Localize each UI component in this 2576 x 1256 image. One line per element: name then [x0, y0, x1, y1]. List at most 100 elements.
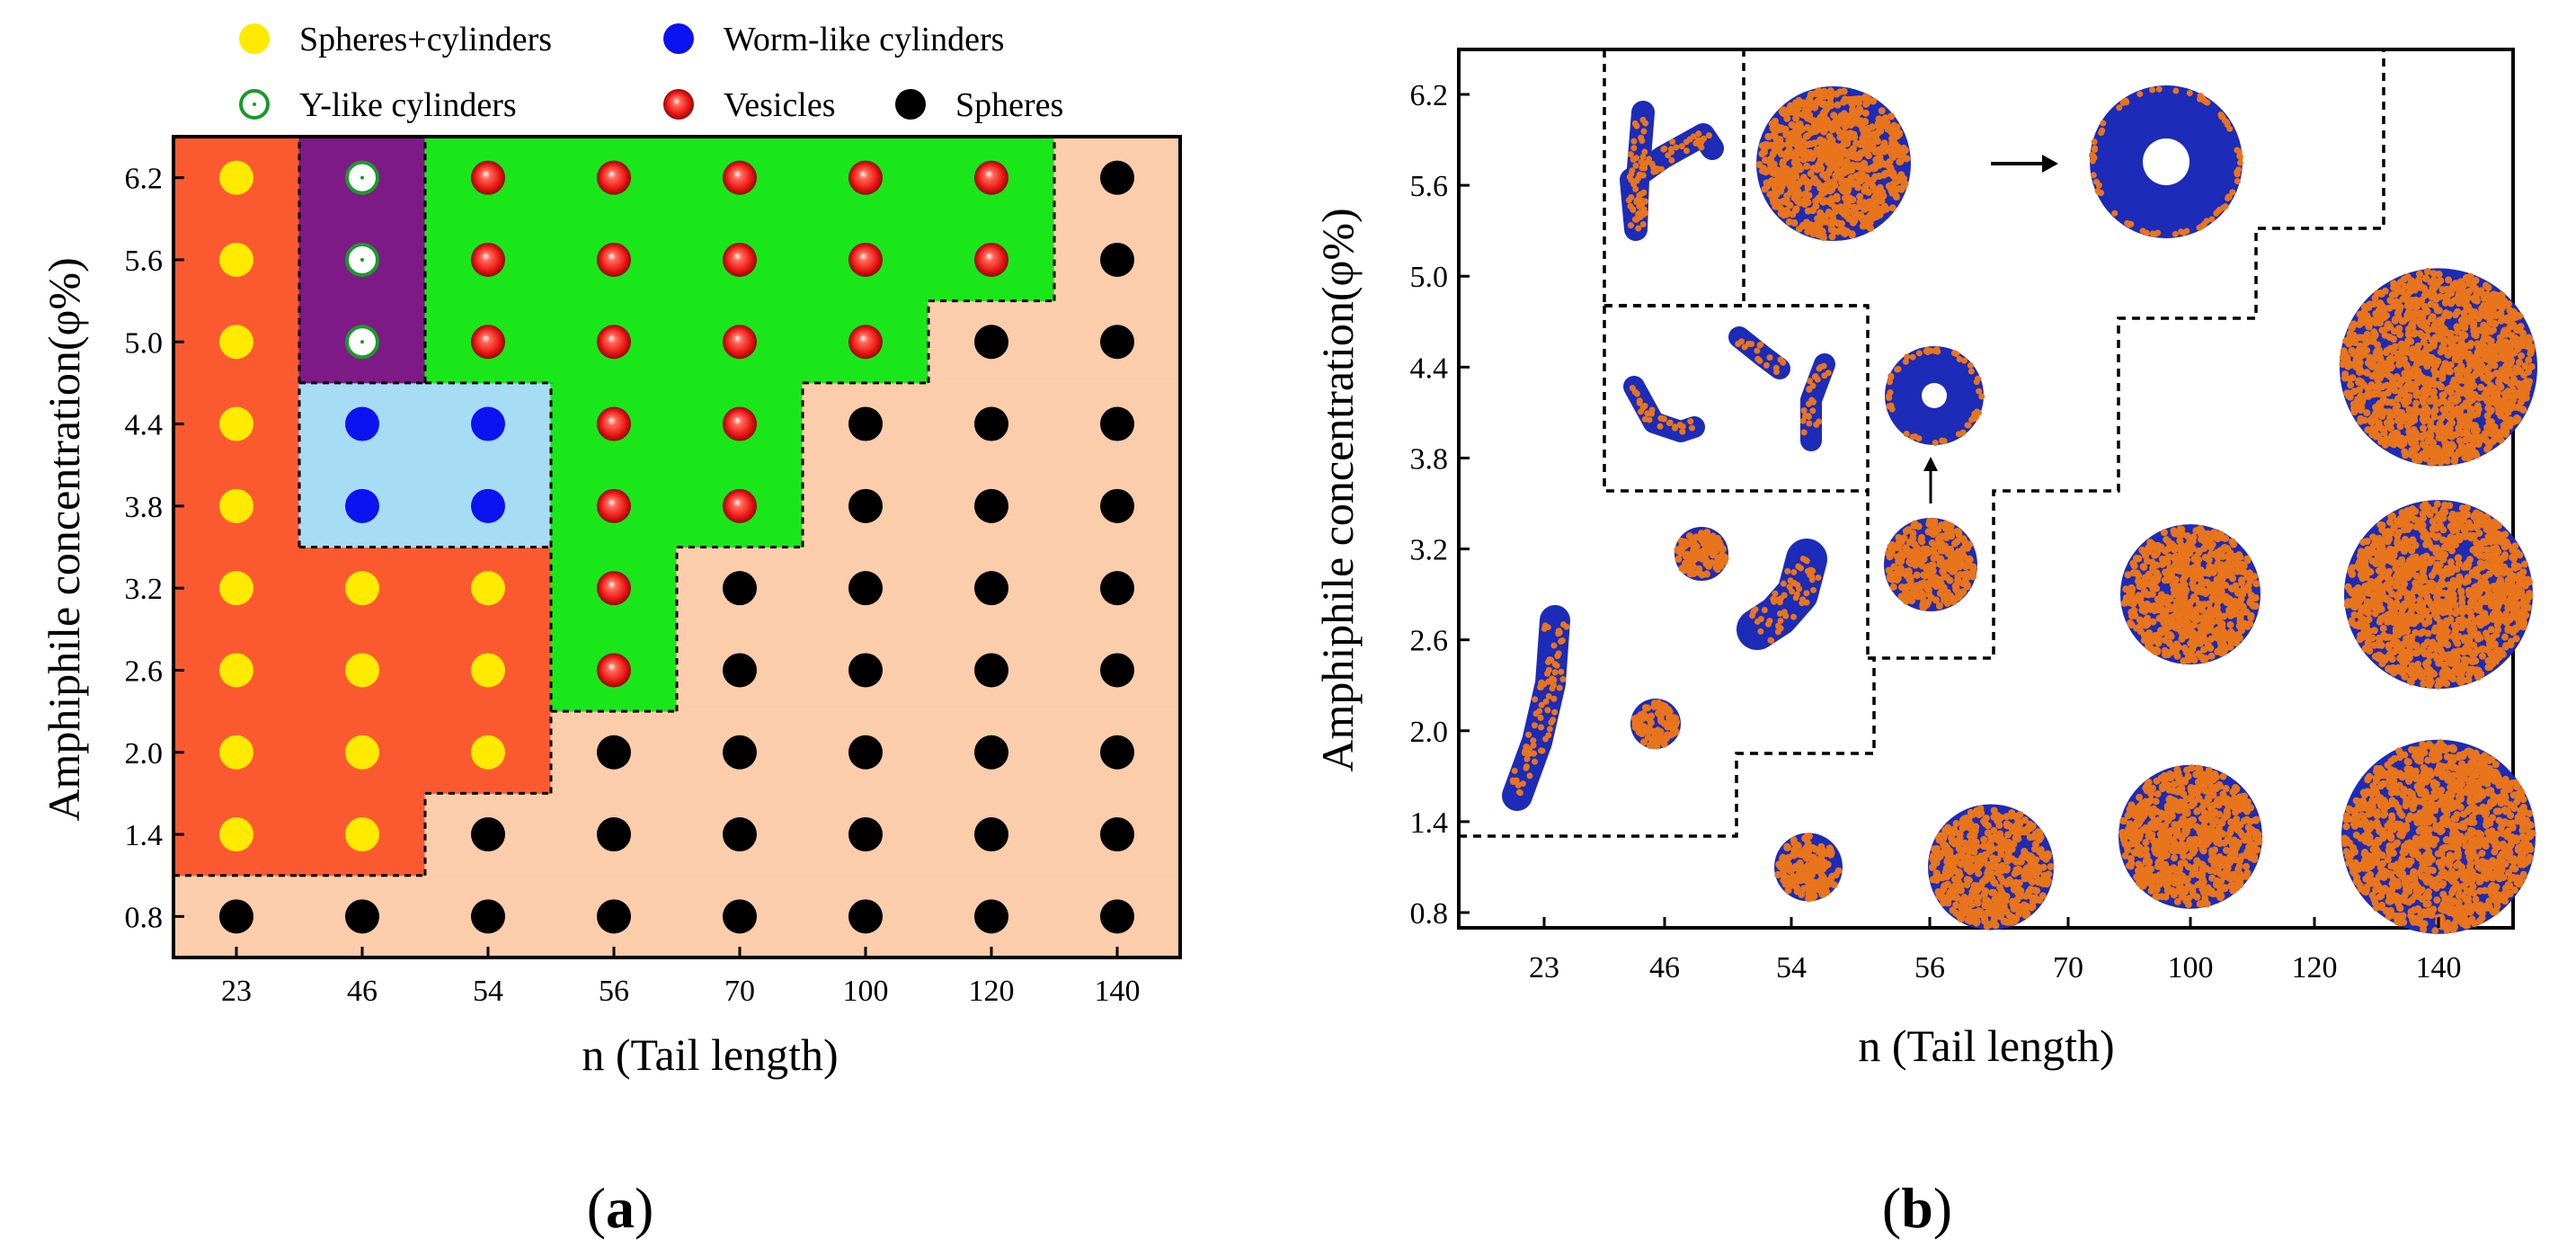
vesicle-marker: [663, 89, 694, 120]
y-tick-label: 5.0: [1410, 261, 1449, 294]
sphere-marker: [974, 653, 1008, 688]
sphere-marker: [345, 899, 379, 934]
sphere-snapshot: [2343, 500, 2534, 690]
legend-item: Vesicles: [663, 86, 836, 124]
x-tick-label: 100: [2168, 951, 2214, 984]
x-tick-label: 140: [1095, 975, 1141, 1008]
worm-cylinder-snapshot: [1799, 353, 1835, 451]
sphere-marker: [1100, 242, 1134, 277]
x-tick-label: 100: [843, 975, 889, 1008]
legend-item: Worm-like cylinders: [663, 21, 1004, 58]
y-tick-label: 6.2: [1410, 79, 1449, 112]
sphere-marker: [723, 817, 757, 852]
sphere-marker: [1100, 325, 1134, 360]
sphere-snapshot: [2120, 524, 2261, 665]
spheres-cylinders-marker: [219, 242, 253, 277]
y-like-marker-dot: [360, 340, 364, 344]
spheres-cylinders-marker: [345, 653, 379, 688]
sphere-snapshot: [1774, 833, 1843, 903]
vesicle-snapshot: [1755, 86, 1911, 242]
sphere-marker: [974, 571, 1008, 606]
y-tick-label: 3.8: [1410, 442, 1449, 476]
vesicle-marker: [597, 488, 631, 523]
sphere-marker: [1100, 571, 1134, 606]
arrow-head: [2042, 155, 2058, 173]
vesicle-snapshot: [2089, 85, 2243, 238]
vesicle-snapshot: [1885, 346, 1985, 447]
vesicle-marker: [974, 242, 1008, 277]
x-tick-label: 70: [2053, 951, 2083, 984]
sphere-marker: [974, 406, 1008, 441]
phase-markers: [219, 160, 1134, 934]
plot-frame: [172, 135, 1182, 959]
vesicle-marker: [471, 242, 505, 277]
caption-paren-right: ): [635, 1176, 653, 1240]
x-tick-label: 23: [221, 975, 252, 1008]
vesicle-marker: [597, 653, 631, 688]
boundary-line: [1603, 306, 1868, 493]
sphere-snapshot: [1674, 527, 1729, 581]
spheres-cylinders-marker: [219, 735, 253, 770]
sphere-marker: [1100, 817, 1134, 852]
sphere-snapshot: [1928, 804, 2055, 931]
spheres-cylinders-marker: [219, 571, 253, 606]
vesicle-marker: [471, 325, 505, 360]
y-tick-label: 5.6: [1410, 170, 1449, 203]
vesicle-marker: [848, 325, 883, 360]
sphere-marker: [723, 571, 757, 606]
sphere-marker: [848, 653, 883, 688]
y-tick-label: 6.2: [125, 163, 164, 196]
spheres-cylinders-marker: [219, 653, 253, 688]
caption-letter: a: [606, 1176, 635, 1240]
y-tick-label: 2.0: [125, 737, 164, 771]
x-axis-label: n (Tail length): [582, 1029, 838, 1080]
arrow-head: [1923, 457, 1938, 471]
sphere-snapshot: [2119, 764, 2263, 909]
x-tick-label: 120: [2292, 951, 2338, 984]
worm-marker: [471, 488, 505, 523]
sphere-marker: [895, 89, 926, 120]
sphere-marker: [597, 735, 631, 770]
y-like-marker-dot: [360, 175, 364, 180]
spheres-cylinders-marker: [345, 571, 379, 606]
sphere-snapshot: [1630, 699, 1681, 750]
y-axis-label: Amphiphile concentration(φ%): [1312, 208, 1363, 771]
vesicle-marker: [848, 242, 883, 277]
vesicle-marker: [723, 160, 757, 195]
axis-ticks: 23 46 54 56 70 100 120 140 0.8 1.4 2.0 2.6 3.2 3.8 4.4…: [1410, 79, 2462, 984]
spheres-cylinders-marker: [345, 817, 379, 852]
sphere-marker: [471, 899, 505, 934]
spheres-cylinders-marker: [219, 406, 253, 441]
sphere-marker: [471, 817, 505, 852]
phase-boundaries: [173, 137, 1056, 877]
x-tick-label: 56: [599, 975, 629, 1008]
y-tick-label: 2.0: [1410, 716, 1449, 749]
sphere-marker: [219, 899, 253, 934]
sphere-marker: [848, 899, 883, 934]
aggregate-snapshots: [1502, 85, 2537, 935]
y-tick-label: 1.4: [1410, 806, 1449, 840]
y-tick-label: 5.6: [125, 245, 164, 278]
x-tick-label: 46: [347, 975, 378, 1008]
sphere-marker: [597, 817, 631, 852]
x-tick-label: 46: [1649, 951, 1680, 984]
vesicle-marker: [723, 406, 757, 441]
sphere-marker: [723, 653, 757, 688]
spheres-cylinders-marker: [345, 735, 379, 770]
sphere-snapshot: [1884, 517, 1977, 611]
legend-item: Spheres+cylinders: [239, 21, 552, 58]
sphere-marker: [974, 817, 1008, 852]
sphere-marker: [1100, 406, 1134, 441]
sphere-marker: [974, 735, 1008, 770]
sphere-marker: [1100, 899, 1134, 934]
legend-item: Spheres: [895, 86, 1063, 124]
y-tick-label: 1.4: [125, 819, 164, 852]
spheres-cylinders-marker: [219, 488, 253, 523]
sphere-marker: [1100, 160, 1134, 195]
sphere-marker: [1100, 735, 1134, 770]
worm-cylinder-snapshot: [1728, 326, 1790, 379]
y-tick-label: 0.8: [125, 901, 164, 934]
legend-label: Worm-like cylinders: [724, 21, 1004, 58]
x-tick-label: 70: [724, 975, 755, 1008]
y-tick-label: 3.8: [125, 491, 164, 524]
